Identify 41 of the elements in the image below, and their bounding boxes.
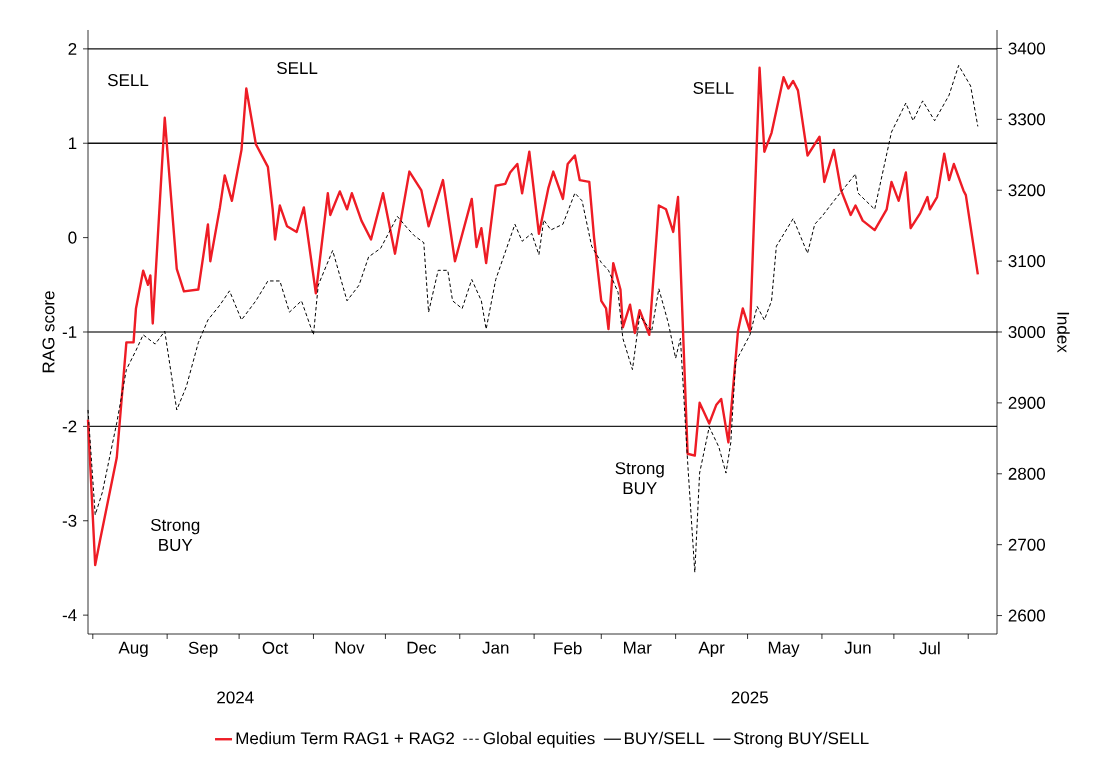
legend-label: Medium Term RAG1 + RAG2	[236, 731, 454, 745]
x-tick-label: Jan	[482, 641, 509, 654]
annotation: Strong BUY	[150, 518, 200, 551]
x-tick-label: May	[768, 641, 800, 658]
text: 2025	[731, 691, 768, 704]
x-tick-label: Feb	[554, 641, 582, 655]
y-tick-label: 2	[68, 42, 77, 55]
y-tick-label: 0	[68, 231, 77, 244]
y2-tick-label: 3400	[1008, 42, 1046, 55]
y-tick-label: -4	[62, 609, 77, 621]
x-tick-label: Mar	[624, 641, 652, 654]
y2-tick-label: 2600	[1008, 609, 1046, 622]
x-tick-label: Aug	[118, 641, 148, 658]
y-tick-label: 1	[69, 137, 77, 150]
annotation: Strong BUY	[615, 462, 664, 495]
text: 2024	[217, 691, 254, 704]
x-tick-label: Jun	[844, 641, 871, 654]
y2-axis-title: Index	[1057, 312, 1070, 353]
y2-tick-label: 3100	[1008, 255, 1046, 268]
y2-tick-label: 3200	[1008, 184, 1046, 197]
y2-tick-label: 2700	[1008, 538, 1046, 551]
legend-label: Strong BUY/SELL	[733, 731, 869, 748]
legend-label: Global equities	[483, 731, 595, 748]
x-tick-label: Dec	[407, 641, 437, 654]
y2-tick-label: 3000	[1008, 325, 1046, 339]
x-tick-label: Oct	[262, 641, 289, 654]
annotation: SELL	[277, 62, 318, 75]
y2-tick-label: 2900	[1008, 396, 1046, 409]
y2-tick-label: 2800	[1008, 467, 1046, 480]
y-tick-label: -3	[62, 514, 77, 527]
legend-label: BUY/SELL	[624, 731, 705, 745]
annotation: SELL	[693, 81, 734, 94]
annotation: SELL	[107, 74, 149, 87]
x-tick-label: Jul	[919, 641, 940, 655]
x-tick-label: Apr	[698, 641, 725, 658]
y2-tick-label: 3300	[1008, 113, 1046, 126]
y-tick-label: -2	[62, 420, 77, 433]
y-tick-label: -1	[62, 326, 77, 338]
x-tick-label: Nov	[335, 641, 365, 654]
x-tick-label: Sep	[188, 641, 218, 658]
y-axis-title: RAG score	[42, 291, 55, 373]
